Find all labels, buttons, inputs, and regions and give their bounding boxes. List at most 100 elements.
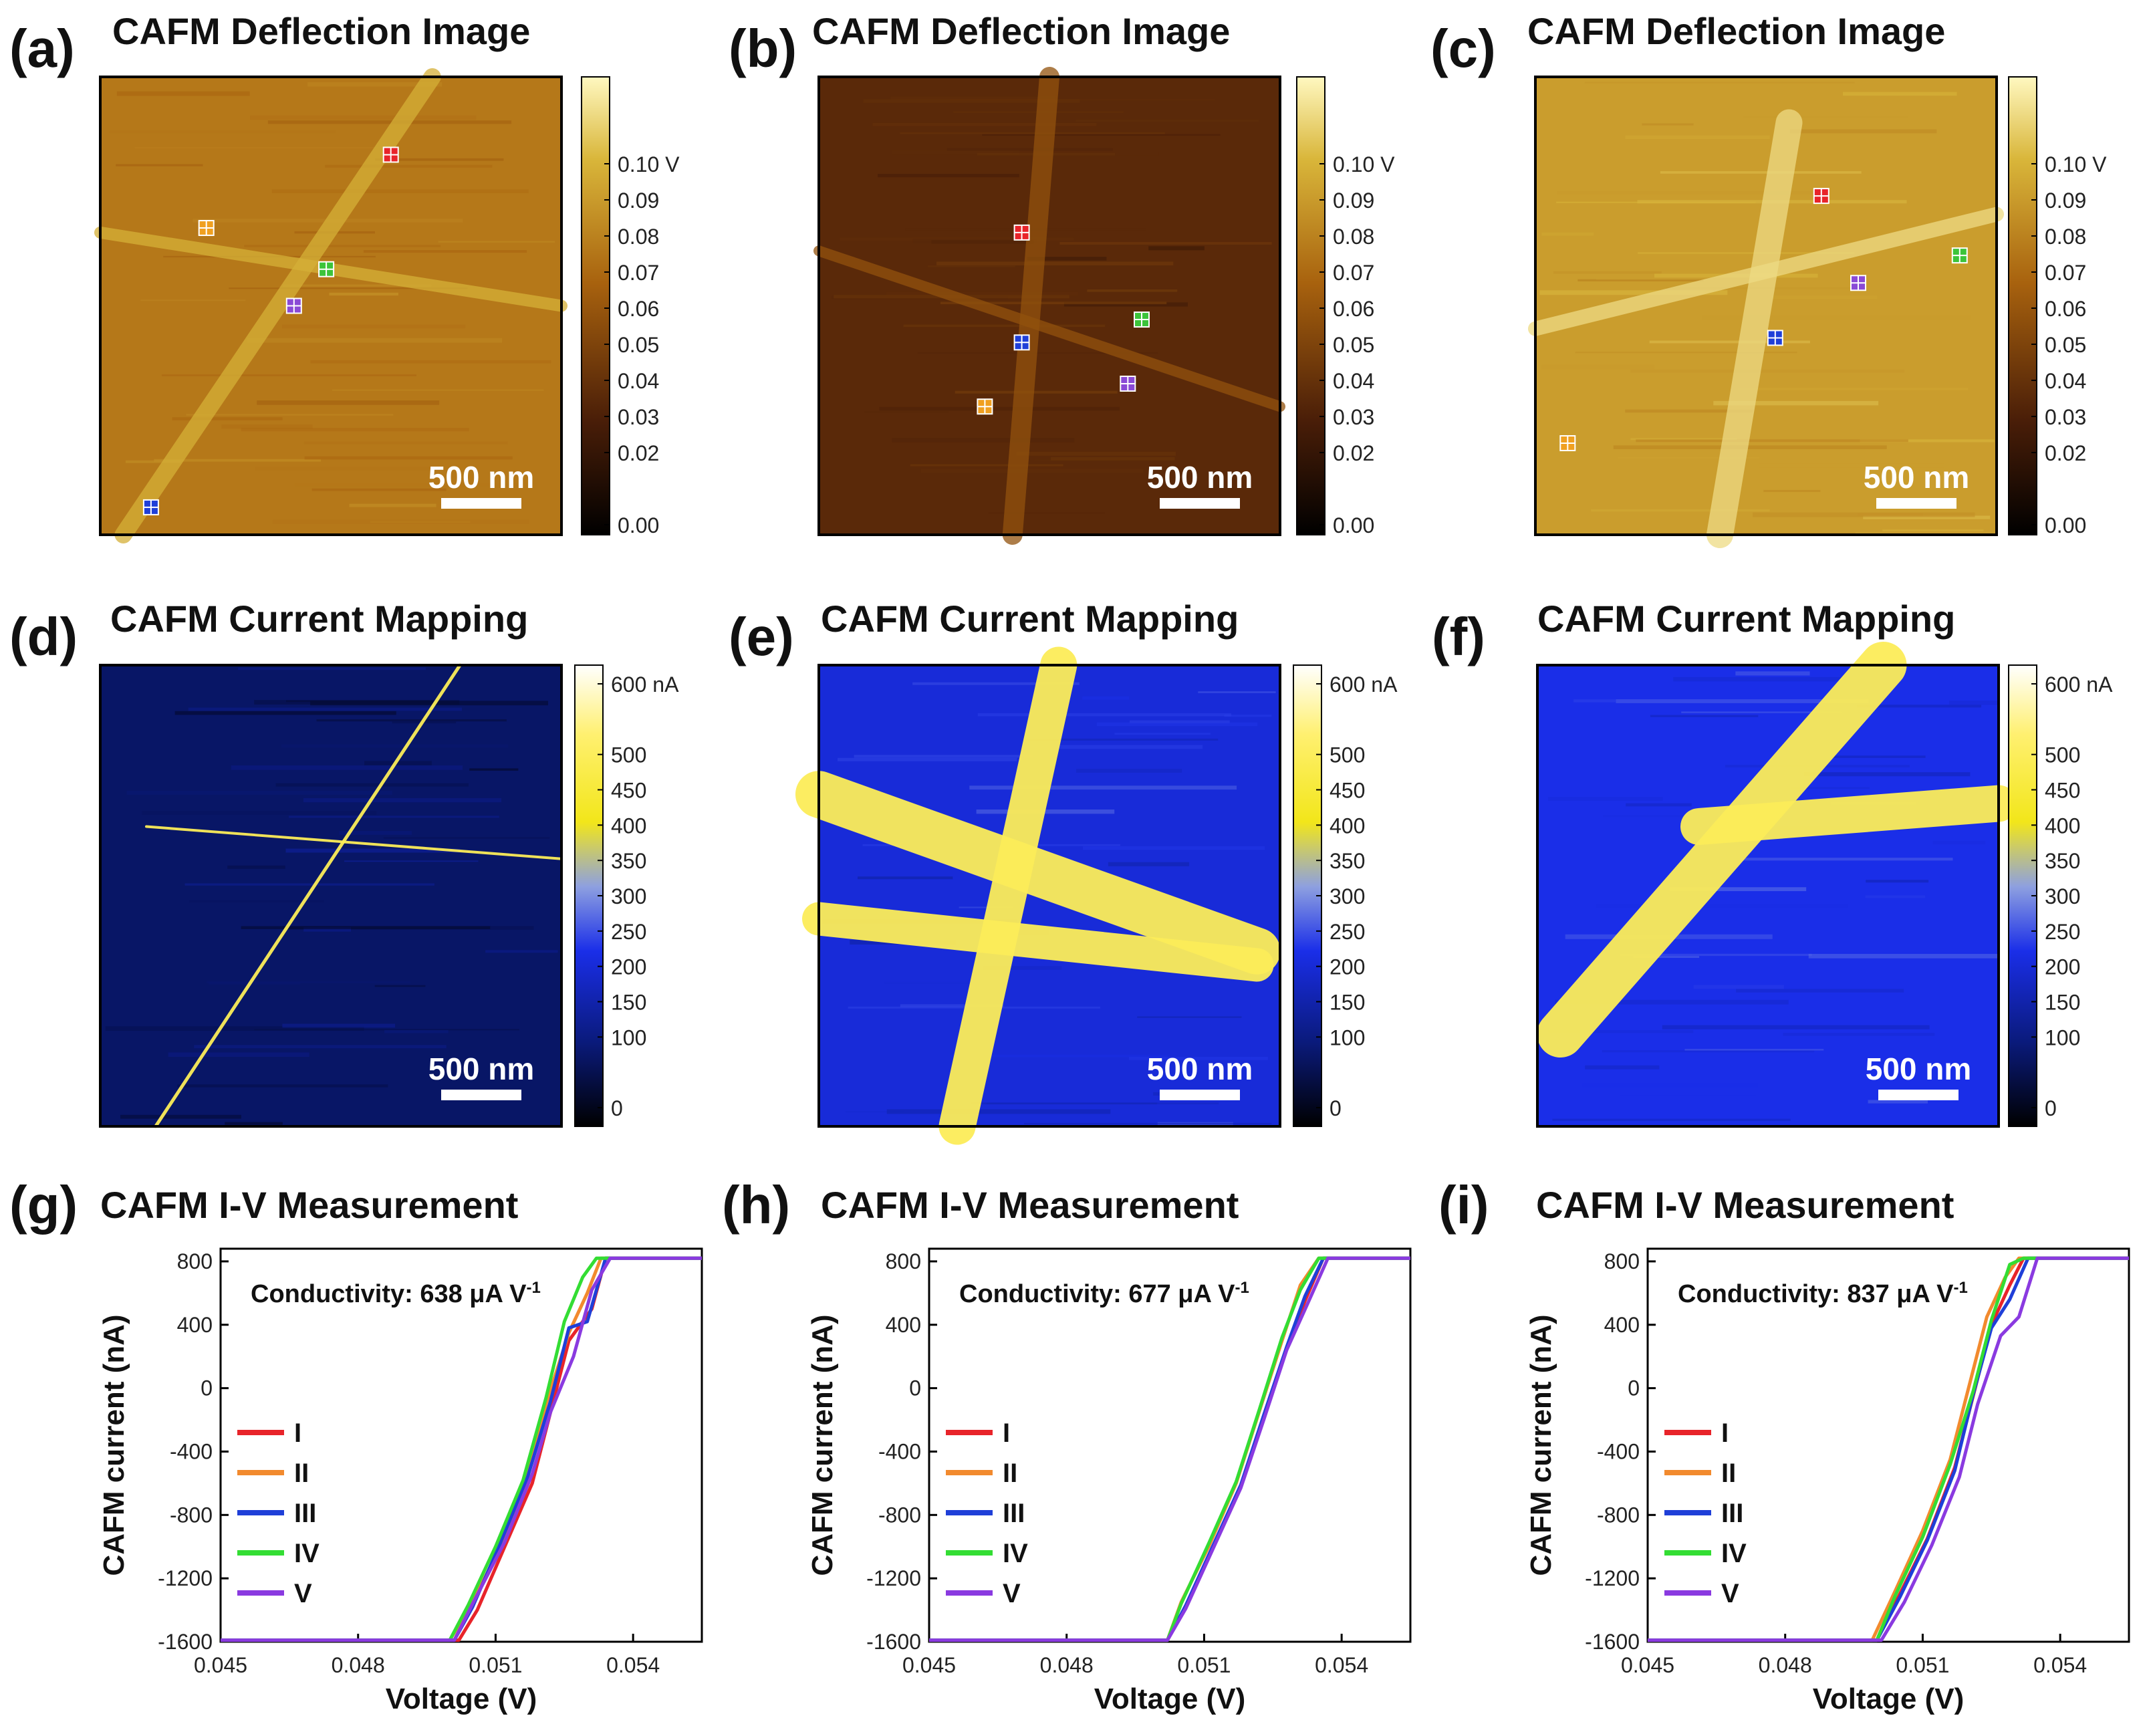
scale-bar-label: 500 nm xyxy=(428,460,535,495)
scan-streak xyxy=(886,291,1078,296)
scan-streak xyxy=(1148,246,1205,251)
panel-e-title: CAFM Current Mapping xyxy=(821,598,1239,640)
x-tick-label: 0.048 xyxy=(1040,1653,1094,1677)
scan-streak xyxy=(1585,1065,1660,1070)
scan-streak xyxy=(1860,439,1995,443)
scan-streak xyxy=(837,757,1017,761)
scan-streak xyxy=(225,1122,283,1125)
x-tick-label: 0.051 xyxy=(1177,1653,1231,1677)
scan-streak xyxy=(154,459,322,462)
scan-streak xyxy=(931,240,1034,244)
scale-bar xyxy=(1878,1090,1958,1100)
conductivity-annotation: Conductivity: 837 μA V-1 xyxy=(1678,1279,1968,1308)
colorbar-tick-label: 600 nA xyxy=(1330,672,1398,697)
scan-streak xyxy=(1866,880,1929,883)
scan-streak xyxy=(1633,956,1700,958)
legend-label: I xyxy=(294,1418,301,1448)
legend-label: II xyxy=(1003,1459,1017,1488)
fibre-feature xyxy=(1537,642,1907,1058)
series-line-IV xyxy=(221,1256,702,1642)
panel-label-g: (g) xyxy=(9,1175,78,1235)
scan-streak xyxy=(307,82,443,87)
scan-streak xyxy=(1198,691,1276,693)
scan-streak xyxy=(950,99,1215,101)
scan-streak xyxy=(271,189,529,193)
scan-streak xyxy=(469,768,519,771)
y-tick-label: -400 xyxy=(170,1439,213,1463)
scan-streak xyxy=(1856,705,1982,708)
panel-f-title: CAFM Current Mapping xyxy=(1537,598,1955,640)
scan-streak xyxy=(194,1045,447,1049)
scan-streak xyxy=(267,120,512,124)
y-tick-label: 400 xyxy=(1604,1313,1640,1337)
colorbar-tick-label: 100 xyxy=(611,1025,646,1049)
panel-b-map: 500 nm 0.10 V 0.09 0.08 0.07 0.06 0.05 0.04 0.03… xyxy=(813,67,1395,545)
colorbar-tick-label: 500 xyxy=(1330,743,1365,767)
scan-streak xyxy=(892,438,1075,443)
scan-streak xyxy=(374,985,426,987)
series-line-III xyxy=(1648,1256,2129,1642)
scale-bar-label: 500 nm xyxy=(1147,1051,1253,1086)
fibre-feature xyxy=(795,771,1281,975)
scan-streak xyxy=(275,783,469,787)
scan-streak xyxy=(903,324,1106,328)
panel-d-image xyxy=(100,665,561,1126)
series-line-V xyxy=(221,1256,702,1642)
scan-streak xyxy=(1591,509,1770,512)
scan-streak xyxy=(1556,201,1756,203)
scan-streak xyxy=(988,512,1105,514)
scan-streak xyxy=(1620,953,1812,957)
scan-streak xyxy=(900,1004,1004,1007)
colorbar xyxy=(581,76,610,535)
colorbar-tick-label: 400 xyxy=(611,814,646,838)
scan-streak xyxy=(363,250,527,253)
scan-streak xyxy=(1087,289,1178,292)
colorbar-tick-label: 0.10 V xyxy=(2045,152,2107,176)
scan-streak xyxy=(229,287,468,289)
panel-a: (a) CAFM Deflection Image 500 nm 0.10 V 0.… xyxy=(9,10,680,543)
marker-3 xyxy=(1850,275,1866,291)
panel-a-title: CAFM Deflection Image xyxy=(112,10,530,52)
scan-streak xyxy=(172,417,283,420)
fibre-feature xyxy=(813,245,1285,412)
colorbar-tick-label: 0.06 xyxy=(2045,297,2086,321)
colorbar-tick-label: 0.00 xyxy=(2045,513,2086,537)
legend-label: II xyxy=(1721,1459,1736,1488)
y-tick-label: 0 xyxy=(909,1376,921,1400)
scan-streak xyxy=(1553,271,1662,274)
plot-frame xyxy=(928,1247,1412,1643)
scan-streak xyxy=(303,927,352,932)
panel-label-b: (b) xyxy=(729,19,797,78)
scan-streak xyxy=(917,352,1158,354)
scan-streak xyxy=(286,700,440,703)
scale-bar xyxy=(1876,498,1956,509)
x-tick-label: 0.048 xyxy=(1759,1653,1812,1677)
colorbar-tick-label: 400 xyxy=(1330,814,1365,838)
scan-streak xyxy=(1059,745,1203,749)
conductivity-annotation: Conductivity: 638 μA V-1 xyxy=(251,1279,541,1308)
panel-label-a: (a) xyxy=(9,19,75,78)
scan-streak xyxy=(140,299,246,301)
conductivity-value: Conductivity: 837 μA V xyxy=(1678,1280,1954,1308)
y-tick-label: -400 xyxy=(1597,1439,1640,1463)
scan-streak xyxy=(1662,1025,1930,1029)
legend-label: IV xyxy=(1721,1539,1747,1568)
y-tick-label: 800 xyxy=(1604,1249,1640,1273)
scan-streak xyxy=(892,150,1019,155)
scan-streak xyxy=(863,99,1080,103)
colorbar-tick-label: 350 xyxy=(2045,849,2080,873)
panel-h-title: CAFM I-V Measurement xyxy=(821,1184,1239,1226)
scan-streak xyxy=(1620,1094,1756,1097)
colorbar xyxy=(1296,76,1325,535)
y-tick-label: 0 xyxy=(201,1376,213,1400)
scan-streak xyxy=(1114,733,1211,735)
panel-i: (i) CAFM I-V Measurement 0.045 0.048 0.051… xyxy=(1438,1175,2130,1715)
colorbar-tick-label: 400 xyxy=(2045,814,2080,838)
scan-streak xyxy=(329,292,399,296)
series-line-IV xyxy=(1648,1256,2129,1642)
fibre-feature xyxy=(154,663,462,1128)
y-axis-label: CAFM current (nA) xyxy=(98,1314,130,1576)
legend-label: I xyxy=(1003,1418,1010,1448)
scan-streak xyxy=(294,483,518,487)
